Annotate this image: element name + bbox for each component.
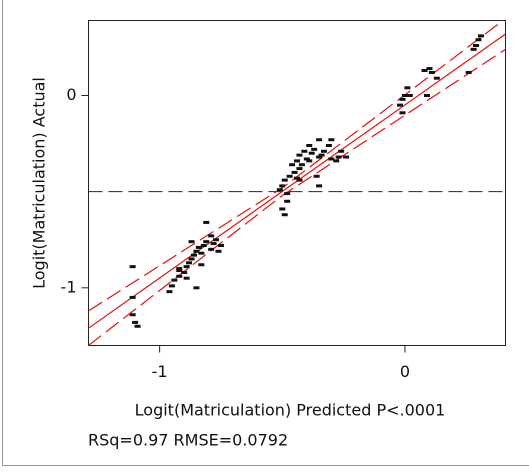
point <box>129 295 136 299</box>
point <box>183 276 190 280</box>
point <box>166 290 173 294</box>
point <box>129 265 136 269</box>
point <box>200 244 207 247</box>
x-tick-label: 0 <box>400 362 410 381</box>
point <box>279 184 286 188</box>
point <box>338 149 345 153</box>
point <box>318 153 325 157</box>
point <box>320 149 327 153</box>
point <box>296 153 303 157</box>
point <box>404 86 411 90</box>
stats: RSq=0.97 RMSE=0.0792 <box>88 431 288 450</box>
point <box>328 157 335 161</box>
point <box>311 147 318 151</box>
y-tick-label: -1 <box>61 277 77 296</box>
point <box>183 265 190 269</box>
x-tick-label: -1 <box>152 362 168 381</box>
point <box>477 34 484 38</box>
point <box>316 155 323 159</box>
point <box>215 249 222 253</box>
point <box>176 267 183 271</box>
point <box>294 176 300 180</box>
point <box>193 249 200 253</box>
point <box>298 163 305 167</box>
point <box>198 251 205 255</box>
point <box>296 167 303 171</box>
point <box>294 159 300 163</box>
point <box>308 151 315 155</box>
point <box>176 269 183 272</box>
point <box>424 94 431 97</box>
point <box>313 174 320 178</box>
point <box>426 67 433 71</box>
point <box>306 144 313 147</box>
point <box>203 220 210 224</box>
point <box>316 184 323 188</box>
point <box>303 157 310 161</box>
point <box>284 192 291 196</box>
point <box>325 144 332 147</box>
point <box>328 138 335 142</box>
point <box>428 70 435 74</box>
point <box>132 320 139 324</box>
point <box>306 159 313 163</box>
point <box>217 244 224 247</box>
point <box>296 178 303 182</box>
point <box>276 188 283 192</box>
point <box>195 245 202 249</box>
point <box>465 70 472 74</box>
point <box>399 97 406 101</box>
point <box>213 238 220 242</box>
fit-line <box>88 48 506 346</box>
point <box>208 234 215 238</box>
point <box>399 111 406 115</box>
point <box>134 324 141 328</box>
x-axis-label: Logit(Matriculation) Predicted P<.0001 <box>135 401 446 420</box>
point <box>129 313 136 317</box>
point <box>343 155 350 159</box>
point <box>316 138 323 142</box>
y-tick-label: 0 <box>66 85 76 104</box>
point <box>333 159 340 163</box>
point <box>210 242 217 246</box>
point <box>186 261 193 265</box>
point <box>168 284 175 288</box>
y-axis-label: Logit(Matriculation) Actual <box>30 77 49 289</box>
point <box>176 274 183 278</box>
point <box>433 76 440 80</box>
point <box>301 149 308 153</box>
point <box>188 257 195 261</box>
fit-line <box>88 20 504 312</box>
point <box>208 247 215 251</box>
point <box>286 174 293 178</box>
point <box>198 263 205 267</box>
point <box>475 38 482 42</box>
point <box>281 213 288 217</box>
point <box>281 178 288 182</box>
point <box>203 240 210 244</box>
point <box>284 199 291 203</box>
point <box>335 155 342 159</box>
point <box>470 47 477 51</box>
point <box>181 270 188 274</box>
point <box>289 163 296 167</box>
point <box>193 286 200 290</box>
point <box>291 170 298 174</box>
point <box>473 44 480 47</box>
point <box>190 253 197 257</box>
point <box>421 69 428 72</box>
point <box>279 207 286 211</box>
point <box>397 103 404 107</box>
point <box>188 240 195 244</box>
point <box>406 94 413 97</box>
plot-frame <box>88 20 506 346</box>
point <box>171 278 178 282</box>
